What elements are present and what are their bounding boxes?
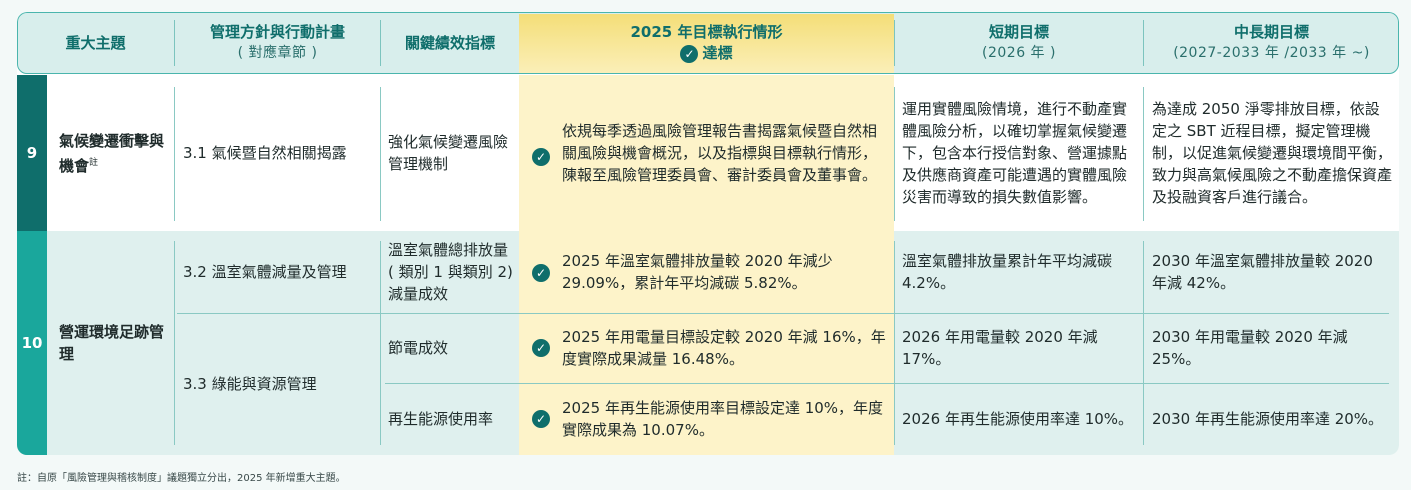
kpi-label: 節電成效 <box>388 339 449 357</box>
row-number: 10 <box>17 231 47 455</box>
row-number: 9 <box>17 75 47 231</box>
status-text: 依規每季透過風險管理報告書揭露氣候暨自然相關風險與機會概況，以及指標與目標執行情… <box>562 122 878 184</box>
kpi-label: 溫室氣體總排放量 ( 類別 1 與類別 2) 減量成效 <box>388 241 513 303</box>
footnote: 註：自原「風險管理與稽核制度」議題獨立分出，2025 年新增重大主題。 <box>17 473 346 484</box>
topic-footprint: 營運環境足跡管理 <box>59 323 165 363</box>
header-short: 短期目標 (2026 年 ) <box>982 23 1056 61</box>
status-text: 2025 年再生能源使用率目標設定達 10%，年度實際成果為 10.07%。 <box>562 399 884 439</box>
check-icon: ✓ <box>532 410 550 428</box>
short-goal: 2026 年用電量較 2020 年減 17%。 <box>902 328 1098 368</box>
header-policy: 管理方針與行動計畫 ( 對應章節 ) <box>209 23 345 61</box>
short-goal: 運用實體風險情境，進行不動產實體風險分析，以確切掌握氣候變遷下，包含本行授信對象… <box>902 100 1128 206</box>
section-label: 3.3 綠能與資源管理 <box>183 375 317 393</box>
long-goal: 2030 年用電量較 2020 年減 25%。 <box>1152 328 1348 368</box>
header-kpi: 關鍵績效指標 <box>404 33 495 52</box>
status-text: 2025 年溫室氣體排放量較 2020 年減少 29.09%，累計年平均減碳 5… <box>562 252 833 292</box>
check-icon: ✓ <box>680 44 699 63</box>
section-label: 3.1 氣候暨自然相關揭露 <box>183 144 347 162</box>
long-goal: 2030 年溫室氣體排放量較 2020 年減 42%。 <box>1152 252 1373 292</box>
kpi-label: 再生能源使用率 <box>388 410 494 428</box>
header-long: 中長期目標 (2027-2033 年 /2033 年 ~) <box>1173 23 1370 61</box>
kpi-label: 強化氣候變遷風險管理機制 <box>388 133 509 173</box>
check-icon: ✓ <box>532 264 550 282</box>
topic-climate: 氣候變遷衝擊與機會註 <box>59 131 165 175</box>
short-goal: 溫室氣體排放量累計年平均減碳 4.2%。 <box>902 252 1113 292</box>
long-goal: 2030 年再生能源使用率達 20%。 <box>1152 410 1384 428</box>
check-icon: ✓ <box>532 339 550 357</box>
materiality-table: 重大主題 管理方針與行動計畫 ( 對應章節 ) 關鍵績效指標 2025 年目標執… <box>17 12 1399 455</box>
section-label: 3.2 溫室氣體減量及管理 <box>183 263 347 281</box>
check-icon: ✓ <box>532 148 550 166</box>
long-goal: 為達成 2050 淨零排放目標，依設定之 SBT 近程目標，擬定管理機制，以促進… <box>1152 100 1393 206</box>
short-goal: 2026 年再生能源使用率達 10%。 <box>902 410 1134 428</box>
header-topic: 重大主題 <box>65 33 126 52</box>
header-status: 2025 年目標執行情形 ✓ 達標 <box>519 13 894 73</box>
status-text: 2025 年用電量目標設定較 2020 年減 16%，年度實際成果減量 16.4… <box>562 328 886 368</box>
